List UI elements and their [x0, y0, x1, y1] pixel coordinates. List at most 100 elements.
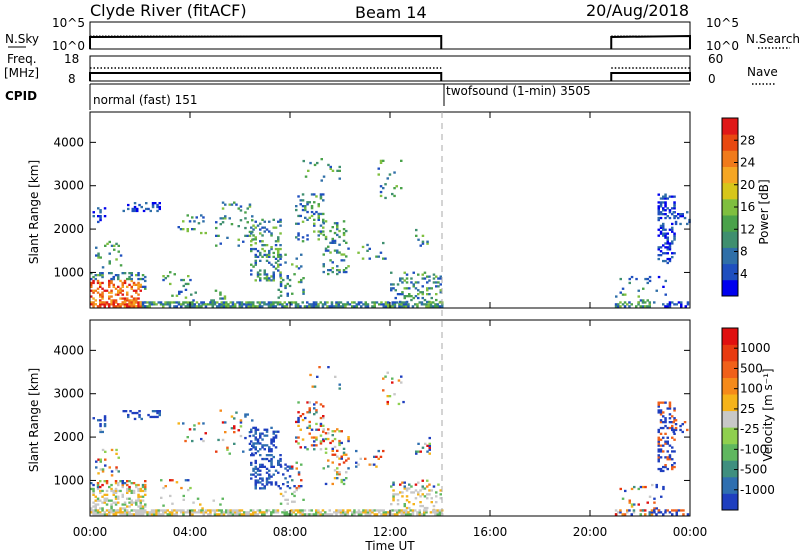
data-cell: [345, 459, 348, 462]
data-cell: [419, 489, 422, 492]
data-cell: [233, 431, 236, 434]
data-cell: [256, 467, 260, 470]
data-cell: [144, 511, 147, 514]
data-cell: [248, 230, 252, 234]
data-cell: [110, 489, 113, 493]
data-cell: [659, 411, 663, 414]
data-cell: [108, 285, 111, 288]
data-cell: [411, 305, 415, 308]
nsearch-label: N.Search: [746, 32, 800, 46]
data-cell: [277, 240, 280, 243]
data-cell: [246, 234, 249, 237]
data-cell: [242, 450, 245, 453]
data-cell: [322, 222, 325, 225]
colorbar-swatch: [722, 166, 738, 184]
data-cell: [242, 240, 245, 243]
data-cell: [175, 305, 178, 308]
data-cell: [252, 513, 255, 516]
data-cell: [340, 455, 343, 458]
data-cell: [297, 238, 300, 241]
data-cell: [380, 301, 383, 304]
data-cell: [90, 289, 93, 292]
data-cell: [400, 381, 403, 384]
data-cell: [441, 513, 444, 516]
data-cell: [90, 303, 93, 306]
data-cell: [263, 511, 266, 514]
data-cell: [630, 503, 634, 506]
data-cell: [393, 393, 396, 396]
data-cell: [628, 305, 631, 308]
data-cell: [668, 244, 672, 247]
data-cell: [668, 211, 672, 214]
data-cell: [195, 511, 199, 514]
data-cell: [624, 293, 627, 296]
data-cell: [123, 501, 127, 504]
data-cell: [270, 440, 273, 443]
data-cell: [139, 277, 142, 281]
data-cell: [419, 244, 422, 247]
data-cell: [628, 499, 631, 502]
data-cell: [384, 511, 388, 514]
data-cell: [662, 259, 665, 263]
data-cell: [259, 277, 262, 280]
data-cell: [405, 499, 409, 502]
data-cell: [270, 475, 273, 478]
data-cell: [135, 305, 138, 308]
data-cell: [396, 503, 400, 506]
data-cell: [295, 488, 298, 492]
data-cell: [114, 497, 118, 500]
data-cell: [390, 287, 393, 290]
data-cell: [279, 271, 282, 274]
colorbar-tick-label: -500: [740, 463, 767, 477]
data-cell: [673, 238, 676, 241]
data-cell: [246, 207, 249, 210]
data-cell: [403, 504, 406, 508]
data-cell: [644, 301, 647, 304]
data-cell: [224, 431, 227, 434]
data-cell: [171, 502, 174, 505]
data-cell: [272, 275, 275, 278]
data-cell: [619, 487, 622, 491]
data-cell: [414, 509, 417, 512]
data-cell: [279, 244, 282, 247]
data-cell: [144, 483, 147, 487]
data-cell: [415, 228, 418, 232]
data-cell: [322, 415, 325, 418]
data-cell: [666, 426, 669, 430]
data-cell: [261, 240, 264, 243]
data-cell: [137, 493, 140, 496]
data-cell: [239, 205, 243, 208]
data-cell: [297, 305, 300, 308]
data-cell: [281, 511, 284, 514]
data-cell: [316, 375, 319, 378]
data-cell: [188, 220, 192, 223]
data-cell: [327, 428, 330, 431]
data-cell: [662, 485, 665, 489]
data-cell: [364, 457, 367, 460]
data-cell: [117, 456, 120, 459]
data-cell: [115, 258, 118, 261]
data-cell: [666, 248, 669, 251]
data-cell: [399, 293, 402, 296]
data-cell: [248, 442, 252, 445]
data-cell: [674, 423, 678, 426]
data-cell: [270, 459, 273, 463]
data-cell: [117, 285, 120, 288]
data-cell: [315, 509, 318, 512]
data-cell: [121, 482, 124, 485]
data-cell: [657, 218, 660, 222]
data-cell: [268, 255, 271, 258]
data-cell: [319, 403, 323, 406]
data-cell: [97, 419, 100, 422]
data-cell: [319, 197, 323, 200]
data-cell: [408, 501, 411, 504]
data-cell: [668, 454, 672, 457]
data-cell: [392, 497, 395, 500]
data-cell: [337, 509, 340, 512]
data-cell: [123, 507, 127, 510]
data-cell: [377, 167, 380, 170]
data-cell: [193, 228, 196, 231]
data-cell: [327, 272, 330, 276]
data-cell: [403, 271, 406, 274]
data-cell: [112, 493, 115, 496]
